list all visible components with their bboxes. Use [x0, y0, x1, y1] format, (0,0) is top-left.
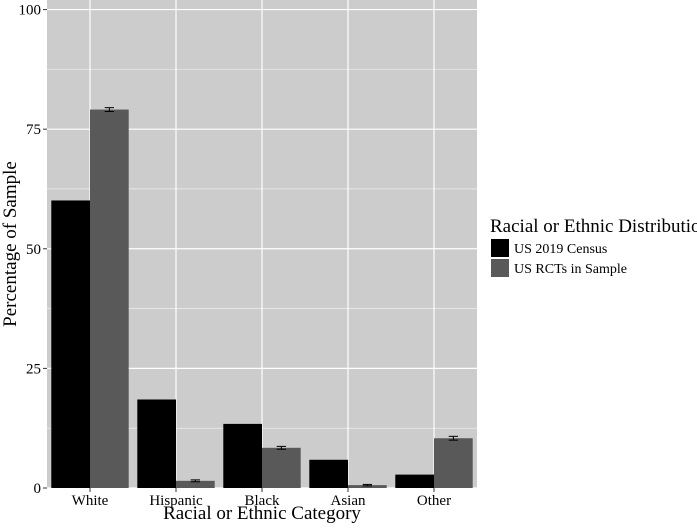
bar-census-other	[395, 474, 434, 488]
x-tick-label: White	[72, 493, 109, 509]
x-axis-title: Racial or Ethnic Category	[163, 503, 361, 524]
bar-census-black	[223, 423, 262, 488]
error-bars	[104, 107, 458, 487]
legend-label-census: US 2019 Census	[514, 242, 607, 257]
error-bar-white	[104, 107, 114, 112]
bar-rcts-black	[262, 447, 301, 488]
x-tick-label: Other	[417, 493, 451, 509]
error-bar-asian	[362, 483, 372, 487]
legend-key-rcts	[491, 259, 509, 277]
y-axis-title: Percentage of Sample	[0, 161, 21, 327]
x-tick-label: Hispanic	[149, 493, 203, 509]
y-axis-ticks: 0 25 50 75 100	[19, 3, 47, 497]
bar-rcts-white	[90, 109, 129, 488]
legend: Racial or Ethnic Distribution US 2019 Ce…	[490, 216, 697, 277]
bar-census-asian	[309, 459, 348, 488]
bar-rcts-asian	[348, 485, 387, 488]
bar-census-hispanic	[137, 399, 176, 488]
bar-census-white	[51, 200, 90, 488]
x-axis-ticks: White Hispanic Black Asian Other	[72, 488, 451, 509]
x-tick-label: Black	[245, 493, 280, 509]
y-tick-label: 0	[34, 481, 42, 497]
error-bar-black	[276, 445, 286, 450]
legend-label-rcts: US RCTs in Sample	[514, 262, 627, 277]
bar-rcts-other	[434, 438, 473, 488]
y-tick-label: 50	[26, 242, 41, 258]
error-bar-hispanic	[190, 479, 200, 483]
x-tick-label: Asian	[331, 493, 366, 509]
bar-rcts-hispanic	[176, 480, 215, 488]
y-tick-label: 25	[26, 361, 41, 377]
y-tick-label: 75	[26, 122, 41, 138]
error-bar-other	[448, 435, 458, 441]
y-tick-label: 100	[19, 3, 42, 19]
legend-key-census	[491, 239, 509, 257]
bars	[51, 109, 473, 488]
legend-title: Racial or Ethnic Distribution	[490, 216, 697, 237]
